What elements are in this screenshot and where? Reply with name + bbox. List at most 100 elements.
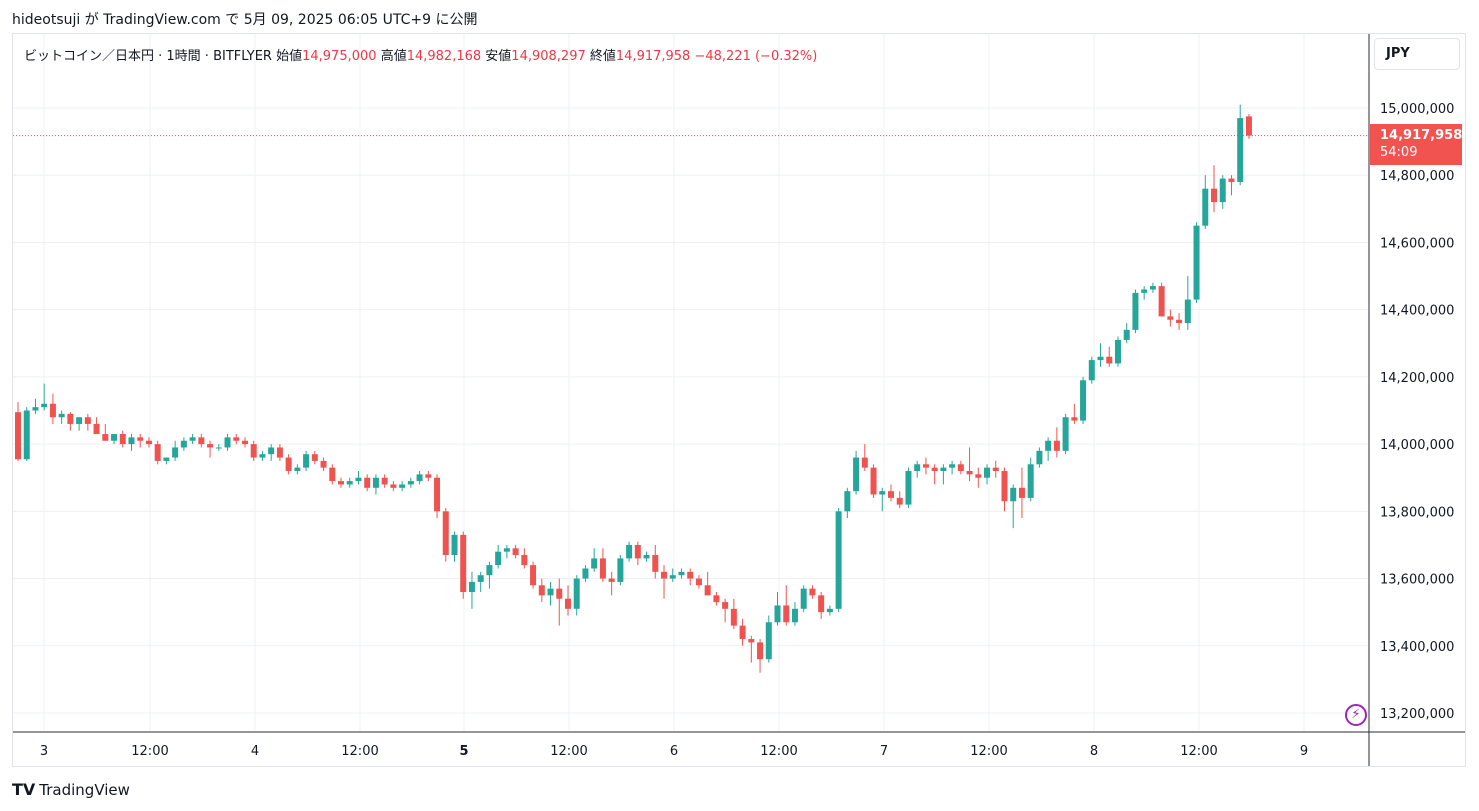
- candle: [940, 464, 947, 485]
- candle-body: [1149, 286, 1156, 290]
- candle-body: [486, 565, 493, 576]
- candle-body: [652, 555, 659, 572]
- last-price-value: 14,917,958: [1380, 128, 1463, 143]
- candle: [180, 437, 187, 451]
- candle-body: [460, 534, 467, 592]
- candle: [172, 440, 179, 461]
- candle-body: [1071, 417, 1078, 421]
- candle: [931, 464, 938, 485]
- candle: [1158, 282, 1165, 317]
- candle: [661, 565, 668, 599]
- candle: [1202, 175, 1209, 229]
- candle-body: [1114, 339, 1121, 364]
- candle-body: [93, 423, 100, 435]
- candle: [599, 548, 606, 582]
- candle: [914, 460, 921, 478]
- candle: [695, 575, 702, 589]
- lightning-icon[interactable]: ⚡: [1345, 704, 1367, 726]
- close-label: 終値: [589, 49, 616, 64]
- candle-body: [870, 467, 877, 495]
- candle: [984, 464, 991, 485]
- candle-body: [1123, 329, 1130, 340]
- candle: [765, 615, 772, 663]
- candle: [1132, 289, 1139, 334]
- candle: [783, 585, 790, 626]
- candle: [617, 555, 624, 586]
- candle-body: [556, 588, 563, 599]
- candle-body: [591, 558, 598, 569]
- candle: [844, 487, 851, 519]
- candle-body: [67, 413, 74, 424]
- candle: [468, 571, 475, 609]
- currency-button[interactable]: JPY: [1374, 38, 1460, 70]
- candle-body: [58, 413, 65, 418]
- tradingview-logo-icon: 𝗧𝗩: [12, 780, 36, 799]
- candle-body: [914, 464, 921, 471]
- candle: [1088, 356, 1095, 384]
- high-label: 高値: [380, 49, 407, 64]
- candle: [1184, 276, 1191, 330]
- candle-body: [818, 595, 825, 613]
- candle-body: [835, 511, 842, 609]
- candle-body: [1167, 316, 1174, 320]
- candle-body: [1053, 440, 1060, 451]
- y-tick-label: 13,200,000: [1380, 707, 1454, 722]
- candle: [346, 477, 353, 488]
- candle-body: [1080, 380, 1087, 421]
- candle-body: [861, 457, 868, 468]
- candle-body: [1211, 188, 1218, 203]
- candle: [966, 447, 973, 482]
- footer-brand[interactable]: 𝗧𝗩 TradingView: [12, 780, 130, 799]
- chart-frame: [12, 33, 1466, 767]
- candle-body: [512, 548, 519, 556]
- candle: [41, 383, 48, 411]
- last-price-tag: 14,917,958 54:09: [1370, 124, 1462, 165]
- candle-body: [1106, 356, 1113, 364]
- x-tick-label: 12:00: [970, 744, 1007, 759]
- candle: [1106, 346, 1113, 367]
- candle-body: [224, 437, 231, 448]
- candle-body: [949, 464, 956, 468]
- candle: [259, 450, 266, 461]
- candle: [826, 605, 833, 616]
- x-tick-label: 12:00: [550, 744, 587, 759]
- candle-body: [364, 477, 371, 488]
- chart-grid: [13, 34, 1369, 731]
- candle: [372, 474, 379, 495]
- candle: [591, 548, 598, 572]
- candle: [521, 548, 528, 569]
- candle-body: [503, 548, 510, 552]
- candle-body: [294, 467, 301, 471]
- symbol-label[interactable]: ビットコイン／日本円 · 1時間 · BITFLYER: [24, 49, 272, 64]
- x-tick-label: 6: [670, 744, 678, 759]
- candle-body: [896, 497, 903, 505]
- candle-body: [1141, 289, 1148, 293]
- candle: [1018, 467, 1025, 519]
- candle: [224, 434, 231, 451]
- candle: [338, 477, 345, 488]
- candle-body: [180, 440, 187, 448]
- candle: [800, 585, 807, 613]
- candle: [957, 460, 964, 475]
- candle: [460, 531, 467, 599]
- candle: [1141, 286, 1148, 300]
- candle: [975, 467, 982, 488]
- candle-body: [722, 602, 729, 609]
- candle-body: [1062, 417, 1069, 451]
- candle-body: [966, 471, 973, 475]
- candle: [1114, 336, 1121, 367]
- candle-body: [957, 464, 964, 471]
- candle: [1080, 376, 1087, 424]
- candle-body: [276, 447, 283, 458]
- change-value: −48,221 (−0.32%): [694, 49, 818, 64]
- candle-body: [1132, 292, 1139, 330]
- candle: [311, 450, 318, 465]
- candle: [1149, 282, 1156, 293]
- candle: [634, 541, 641, 566]
- candle: [189, 434, 196, 445]
- candle-body: [791, 608, 798, 623]
- candle: [1001, 467, 1008, 512]
- candle: [215, 444, 222, 451]
- x-tick-label: 7: [880, 744, 888, 759]
